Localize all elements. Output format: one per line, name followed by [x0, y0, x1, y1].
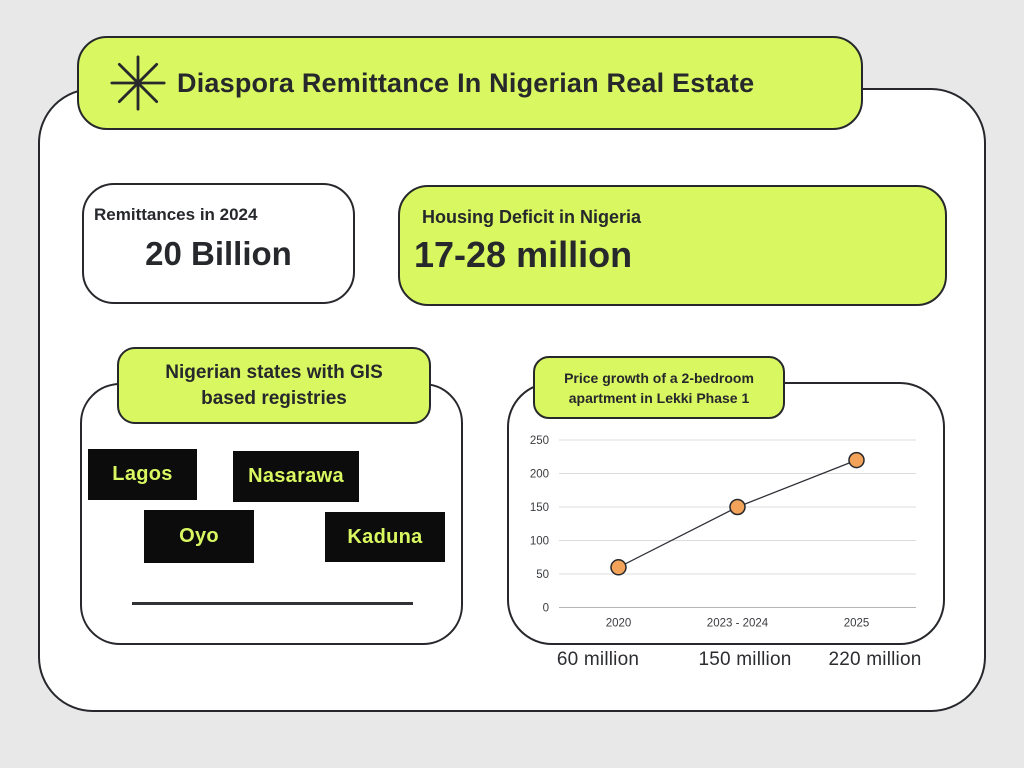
y-tick-label: 250 [530, 435, 549, 447]
chart-title-line1: Price growth of a 2-bedroom [564, 369, 754, 386]
x-tick-label: 2020 [606, 618, 632, 630]
state-tag-kaduna: Kaduna [325, 512, 445, 562]
remittances-value: 20 Billion [145, 235, 292, 272]
remittances-card: Remittances in 2024 20 Billion [82, 183, 355, 304]
x-tick-label: 2025 [844, 618, 870, 630]
state-tag-nasarawa: Nasarawa [233, 451, 359, 502]
page-title: Diaspora Remittance In Nigerian Real Est… [177, 67, 755, 98]
point-label-220-million: 220 million [828, 649, 922, 670]
point-label-150-million: 150 million [698, 649, 792, 670]
housing-deficit-value: 17-28 million [414, 234, 633, 275]
states-title-line1: Nigerian states with GIS [165, 361, 383, 383]
y-tick-label: 50 [536, 569, 549, 581]
states-title-line2: based registries [201, 387, 347, 409]
point-label-60-million: 60 million [556, 649, 640, 670]
x-tick-label: 2023 - 2024 [707, 618, 769, 630]
housing-deficit-card: Housing Deficit in Nigeria 17-28 million [398, 185, 947, 306]
state-tag-oyo: Oyo [144, 510, 254, 563]
state-tag-lagos: Lagos [88, 449, 197, 500]
remittances-label: Remittances in 2024 [94, 205, 258, 224]
data-point [848, 451, 865, 469]
states-divider [132, 602, 413, 605]
price-growth-chart: 0 50 100 150 200 250 2020 2023 - 2024 2025 [530, 435, 916, 630]
data-point [729, 498, 746, 516]
states-header: Nigerian states with GIS based registrie… [117, 347, 431, 424]
data-point [610, 559, 627, 576]
chart-badge: Price growth of a 2-bedroom apartment in… [533, 356, 785, 419]
title-banner: Diaspora Remittance In Nigerian Real Est… [77, 36, 863, 130]
y-tick-label: 0 [543, 603, 549, 615]
y-tick-label: 150 [530, 502, 549, 514]
y-tick-label: 100 [530, 536, 549, 548]
y-tick-label: 200 [530, 469, 549, 481]
housing-deficit-label: Housing Deficit in Nigeria [422, 207, 642, 227]
chart-title-line2: apartment in Lekki Phase 1 [568, 389, 750, 406]
asterisk-icon [110, 55, 166, 111]
